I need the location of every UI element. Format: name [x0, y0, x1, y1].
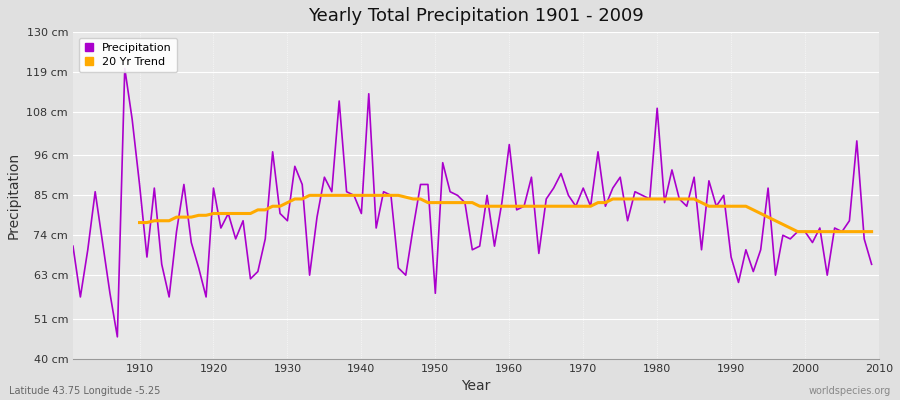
- Line: 20 Yr Trend: 20 Yr Trend: [140, 195, 871, 232]
- Text: worldspecies.org: worldspecies.org: [809, 386, 891, 396]
- Precipitation: [68, 244, 78, 248]
- Precipitation: [511, 208, 522, 212]
- 20 Yr Trend: [844, 229, 855, 234]
- 20 Yr Trend: [822, 229, 832, 234]
- Y-axis label: Precipitation: Precipitation: [7, 152, 21, 239]
- 20 Yr Trend: [311, 193, 322, 198]
- 20 Yr Trend: [304, 193, 315, 198]
- Precipitation: [120, 66, 130, 71]
- Precipitation: [141, 255, 152, 260]
- Line: Precipitation: Precipitation: [73, 68, 871, 337]
- Precipitation: [112, 334, 122, 339]
- Precipitation: [348, 193, 359, 198]
- 20 Yr Trend: [578, 204, 589, 209]
- 20 Yr Trend: [134, 220, 145, 225]
- Precipitation: [866, 262, 877, 267]
- Legend: Precipitation, 20 Yr Trend: Precipitation, 20 Yr Trend: [78, 38, 177, 72]
- 20 Yr Trend: [274, 204, 285, 209]
- 20 Yr Trend: [518, 204, 529, 209]
- Precipitation: [608, 186, 618, 190]
- X-axis label: Year: Year: [462, 379, 490, 393]
- Text: Latitude 43.75 Longitude -5.25: Latitude 43.75 Longitude -5.25: [9, 386, 160, 396]
- Precipitation: [304, 273, 315, 278]
- Title: Yearly Total Precipitation 1901 - 2009: Yearly Total Precipitation 1901 - 2009: [308, 7, 644, 25]
- 20 Yr Trend: [792, 229, 803, 234]
- 20 Yr Trend: [866, 229, 877, 234]
- Precipitation: [518, 204, 529, 209]
